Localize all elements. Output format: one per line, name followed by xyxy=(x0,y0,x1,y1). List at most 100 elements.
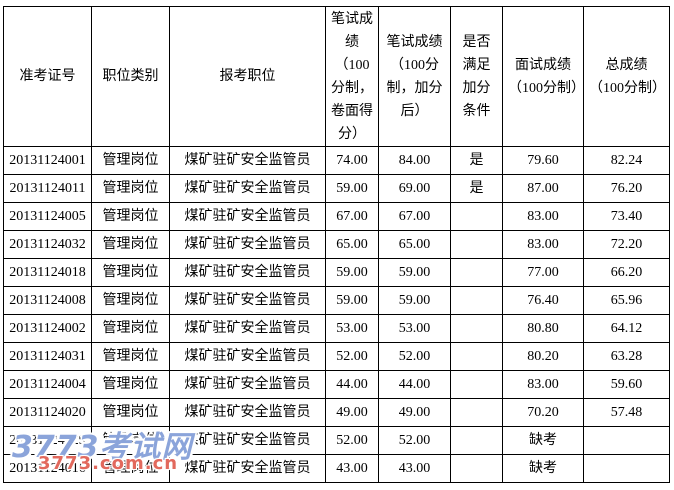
cell xyxy=(583,426,670,455)
cell: 煤矿驻矿安全监管员 xyxy=(169,454,326,483)
table-row: 20131124008 管理岗位 煤矿驻矿安全监管员 59.00 59.00 76.40 6… xyxy=(3,286,670,315)
cell: 52.00 xyxy=(325,342,379,371)
cell: 59.00 xyxy=(325,286,379,315)
header-row: 准考证号 职位类别 报考职位 笔试成绩（100分制，卷面得分） 笔试成绩（100分制，加… xyxy=(3,6,670,147)
cell: 52.00 xyxy=(378,342,451,371)
cell: 20131124016 xyxy=(3,454,92,483)
column-header: 职位类别 xyxy=(91,6,170,147)
cell: 管理岗位 xyxy=(91,398,170,427)
cell: 67.00 xyxy=(378,202,451,231)
cell: 20131124032 xyxy=(3,230,92,259)
cell: 83.00 xyxy=(502,230,584,259)
cell: 煤矿驻矿安全监管员 xyxy=(169,398,326,427)
cell: 49.00 xyxy=(378,398,451,427)
cell: 20131124008 xyxy=(3,286,92,315)
column-header: 准考证号 xyxy=(3,6,92,147)
cell: 管理岗位 xyxy=(91,286,170,315)
cell: 20131124011 xyxy=(3,174,92,203)
cell xyxy=(583,454,670,483)
cell: 52.00 xyxy=(378,426,451,455)
cell: 管理岗位 xyxy=(91,202,170,231)
cell: 59.00 xyxy=(325,258,379,287)
cell: 管理岗位 xyxy=(91,146,170,175)
column-header: 报考职位 xyxy=(169,6,326,147)
cell: 65.96 xyxy=(583,286,670,315)
cell: 52.00 xyxy=(325,426,379,455)
cell: 煤矿驻矿安全监管员 xyxy=(169,286,326,315)
cell: 是 xyxy=(450,174,503,203)
cell: 80.20 xyxy=(502,342,584,371)
cell: 76.20 xyxy=(583,174,670,203)
cell: 59.00 xyxy=(378,286,451,315)
table-row: 20131124004 管理岗位 煤矿驻矿安全监管员 44.00 44.00 83.00 5… xyxy=(3,370,670,399)
table-row: 20131124011 管理岗位 煤矿驻矿安全监管员 59.00 69.00 是 87.00… xyxy=(3,174,670,203)
column-header: 笔试成绩（100分制，加分后） xyxy=(378,6,451,147)
cell xyxy=(450,314,503,343)
cell: 缺考 xyxy=(502,454,584,483)
cell: 59.60 xyxy=(583,370,670,399)
cell: 管理岗位 xyxy=(91,314,170,343)
cell: 煤矿驻矿安全监管员 xyxy=(169,202,326,231)
cell xyxy=(450,454,503,483)
table-header: 准考证号 职位类别 报考职位 笔试成绩（100分制，卷面得分） 笔试成绩（100分制，加… xyxy=(3,6,670,147)
cell: 43.00 xyxy=(325,454,379,483)
table-row: 20131124005 管理岗位 煤矿驻矿安全监管员 67.00 67.00 83.00 7… xyxy=(3,202,670,231)
cell: 83.00 xyxy=(502,202,584,231)
table-body: 20131124001 管理岗位 煤矿驻矿安全监管员 74.00 84.00 是 79.60… xyxy=(3,146,670,483)
cell: 44.00 xyxy=(325,370,379,399)
table-row: 20131124001 管理岗位 煤矿驻矿安全监管员 74.00 84.00 是 79.60… xyxy=(3,146,670,175)
cell: 缺考 xyxy=(502,426,584,455)
column-header: 是否满足加分条件 xyxy=(450,6,503,147)
cell: 49.00 xyxy=(325,398,379,427)
cell: 煤矿驻矿安全监管员 xyxy=(169,314,326,343)
cell: 20131124020 xyxy=(3,398,92,427)
cell: 79.60 xyxy=(502,146,584,175)
cell: 72.20 xyxy=(583,230,670,259)
cell: 煤矿驻矿安全监管员 xyxy=(169,342,326,371)
cell: 65.00 xyxy=(378,230,451,259)
table-row: 20131124016 管理岗位 煤矿驻矿安全监管员 43.00 43.00 缺考 xyxy=(3,454,670,483)
cell: 64.12 xyxy=(583,314,670,343)
cell: 20131124004 xyxy=(3,370,92,399)
cell: 59.00 xyxy=(378,258,451,287)
cell: 煤矿驻矿安全监管员 xyxy=(169,258,326,287)
cell: 70.20 xyxy=(502,398,584,427)
cell: 63.28 xyxy=(583,342,670,371)
table-row: 20131124002 管理岗位 煤矿驻矿安全监管员 53.00 53.00 80.80 6… xyxy=(3,314,670,343)
cell: 57.48 xyxy=(583,398,670,427)
cell: 82.24 xyxy=(583,146,670,175)
cell xyxy=(450,398,503,427)
cell xyxy=(450,426,503,455)
table-row: 20131124032 管理岗位 煤矿驻矿安全监管员 65.00 65.00 83.00 7… xyxy=(3,230,670,259)
cell xyxy=(450,370,503,399)
cell: 73.40 xyxy=(583,202,670,231)
cell: 管理岗位 xyxy=(91,258,170,287)
cell: 20131124031 xyxy=(3,342,92,371)
cell: 20131124018 xyxy=(3,258,92,287)
cell: 20131124029 xyxy=(3,426,92,455)
cell: 44.00 xyxy=(378,370,451,399)
cell xyxy=(450,230,503,259)
cell: 煤矿驻矿安全监管员 xyxy=(169,174,326,203)
cell: 是 xyxy=(450,146,503,175)
cell: 管理岗位 xyxy=(91,426,170,455)
cell: 管理岗位 xyxy=(91,342,170,371)
cell: 65.00 xyxy=(325,230,379,259)
watermark-site-url: 3773.com.cn xyxy=(38,453,179,474)
cell: 84.00 xyxy=(378,146,451,175)
cell: 煤矿驻矿安全监管员 xyxy=(169,230,326,259)
cell xyxy=(450,342,503,371)
table-row: 20131124031 管理岗位 煤矿驻矿安全监管员 52.00 52.00 80.20 6… xyxy=(3,342,670,371)
cell: 77.00 xyxy=(502,258,584,287)
cell: 53.00 xyxy=(325,314,379,343)
cell: 76.40 xyxy=(502,286,584,315)
column-header: 面试成绩（100分制） xyxy=(502,6,584,147)
cell xyxy=(450,286,503,315)
cell: 53.00 xyxy=(378,314,451,343)
cell xyxy=(450,202,503,231)
cell: 煤矿驻矿安全监管员 xyxy=(169,370,326,399)
cell: 80.80 xyxy=(502,314,584,343)
watermark-site-logo: 3773考试网 xyxy=(12,430,193,465)
column-header: 笔试成绩（100分制，卷面得分） xyxy=(325,6,379,147)
cell: 20131124001 xyxy=(3,146,92,175)
